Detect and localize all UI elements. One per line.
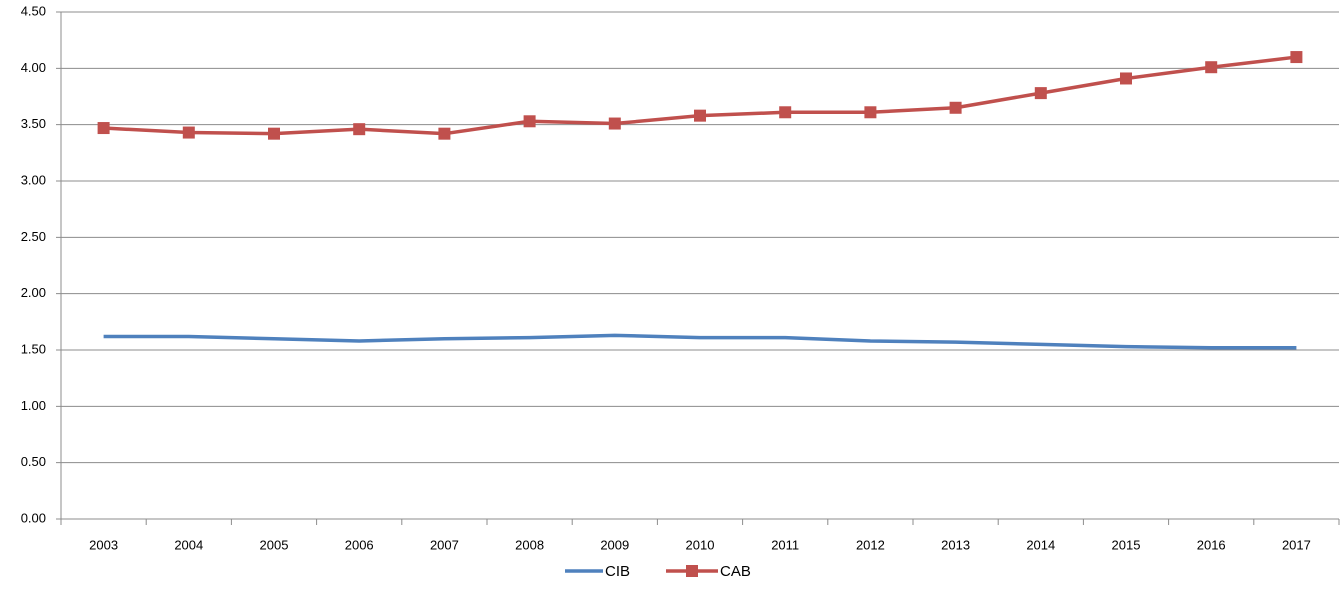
x-tick-label: 2005 [260,537,289,552]
point-marker [97,122,110,135]
x-tick-label: 2006 [345,537,374,552]
x-tick-label: 2009 [600,537,629,552]
y-tick-label: 4.50 [21,3,46,18]
point-marker [864,106,877,119]
y-tick-label: 1.00 [21,398,46,413]
y-tick-label: 3.00 [21,172,46,187]
point-marker [268,127,280,140]
point-marker [182,126,195,139]
x-tick-label: 2015 [1112,537,1141,552]
y-tick-label: 2.00 [21,285,46,300]
legend-marker [686,565,698,577]
legend-label: CAB [720,563,751,580]
x-tick-label: 2010 [686,537,715,552]
x-tick-label: 2012 [856,537,885,552]
point-marker [949,101,962,114]
x-tick-label: 2013 [941,537,970,552]
x-tick-label: 2008 [515,537,544,552]
x-tick-label: 2007 [430,537,459,552]
y-tick-label: 2.50 [21,229,46,244]
point-marker [694,109,706,122]
point-marker [608,117,621,130]
x-tick-label: 2004 [174,537,203,552]
point-marker [1034,87,1047,100]
x-tick-label: 2014 [1026,537,1055,552]
y-tick-label: 0.00 [21,510,46,525]
x-tick-label: 2017 [1282,537,1311,552]
point-marker [353,123,366,136]
y-tick-label: 3.50 [21,116,46,131]
point-marker [1205,61,1218,74]
y-tick-label: 0.50 [21,454,46,469]
series-line [103,333,1297,350]
y-tick-label: 4.00 [21,60,46,75]
y-tick-label: 1.50 [21,341,46,356]
legend: CIB CAB [565,563,751,580]
point-marker [1120,72,1132,85]
point-marker [1290,51,1303,64]
point-marker [438,127,451,140]
point-marker [523,115,536,128]
x-tick-label: 2016 [1197,537,1226,552]
legend-label: CIB [605,563,630,580]
x-tick-label: 2003 [89,537,118,552]
point-marker [779,106,792,119]
x-tick-label: 2011 [771,537,799,552]
